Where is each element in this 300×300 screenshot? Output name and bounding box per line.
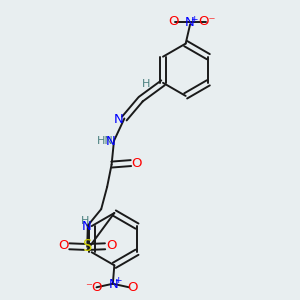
Text: S: S — [82, 239, 92, 254]
Text: O: O — [127, 281, 137, 294]
Text: O: O — [131, 157, 142, 169]
Text: O: O — [168, 15, 178, 28]
Text: H: H — [81, 216, 89, 226]
Text: H: H — [142, 80, 151, 89]
Text: ⁻O: ⁻O — [85, 281, 103, 294]
Text: N: N — [82, 220, 91, 233]
Text: O⁻: O⁻ — [198, 15, 216, 28]
Text: N: N — [185, 16, 195, 29]
Text: HN: HN — [97, 136, 113, 146]
Text: N: N — [114, 113, 124, 127]
Text: O: O — [58, 239, 69, 252]
Text: +: + — [190, 15, 198, 24]
Text: +: + — [114, 276, 122, 285]
Text: O: O — [106, 239, 116, 252]
Text: N: N — [106, 135, 116, 148]
Text: N: N — [109, 278, 118, 291]
